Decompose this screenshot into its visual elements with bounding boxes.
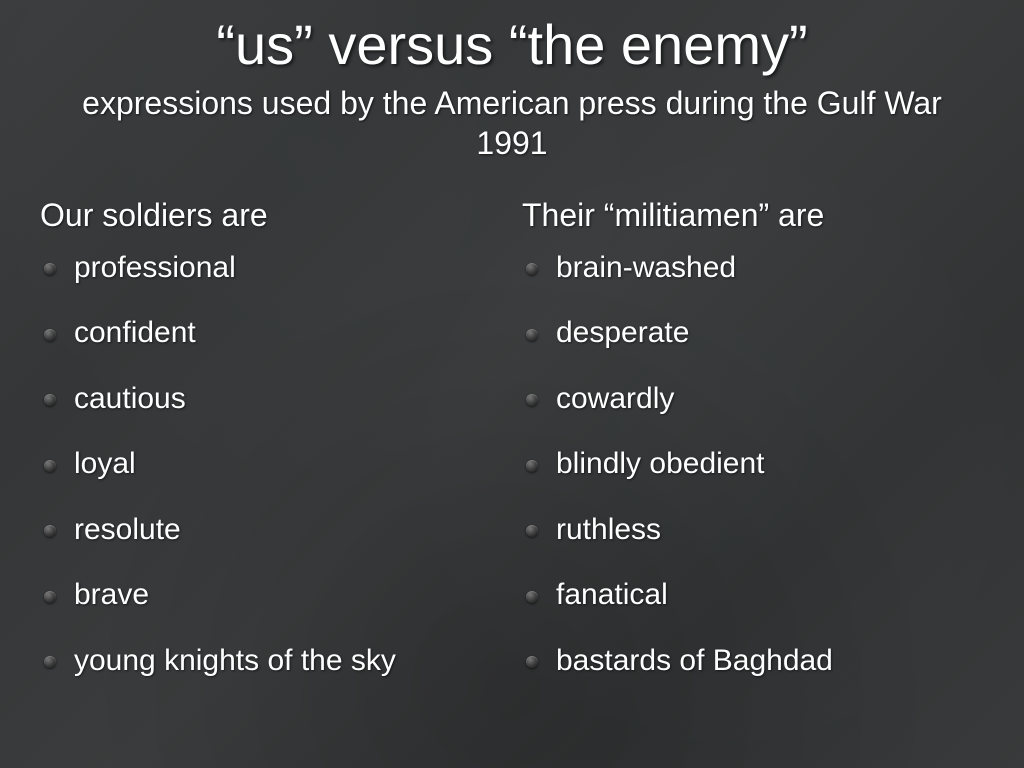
list-item-label: loyal [74, 447, 136, 480]
list-item: brave [40, 579, 512, 611]
list-item: loyal [40, 448, 512, 480]
list-item-label: young knights of the sky [74, 644, 396, 677]
list-item: fanatical [522, 579, 984, 611]
list-item-label: resolute [74, 513, 181, 546]
slide-subtitle: expressions used by the American press d… [52, 83, 972, 163]
list-item: bastards of Baghdad [522, 645, 984, 677]
bullet-icon [44, 525, 56, 537]
bullet-icon [44, 263, 56, 275]
list-item: resolute [40, 514, 512, 546]
list-item: cautious [40, 383, 512, 415]
column-our-soldiers: Our soldiers are professional confident … [40, 197, 512, 711]
slide-title: “us” versus “the enemy” [40, 10, 984, 75]
slide: “us” versus “the enemy” expressions used… [0, 0, 1024, 768]
bullet-icon [526, 591, 538, 603]
bullet-icon [44, 394, 56, 406]
list-item: confident [40, 317, 512, 349]
list-item: desperate [522, 317, 984, 349]
list-item: cowardly [522, 383, 984, 415]
bullet-icon [526, 656, 538, 668]
list-item-label: brain-washed [556, 251, 736, 284]
bullet-icon [526, 525, 538, 537]
list-item-label: cowardly [556, 382, 674, 415]
list-item-label: fanatical [556, 578, 668, 611]
list-item: ruthless [522, 514, 984, 546]
bullet-icon [44, 656, 56, 668]
column-header-right: Their “militiamen” are [522, 197, 984, 234]
list-item-label: cautious [74, 382, 186, 415]
list-item: professional [40, 252, 512, 284]
list-item: brain-washed [522, 252, 984, 284]
list-item-label: confident [74, 316, 196, 349]
list-item: blindly obedient [522, 448, 984, 480]
list-item-label: desperate [556, 316, 689, 349]
list-left: professional confident cautious loyal re… [40, 252, 512, 677]
bullet-icon [44, 460, 56, 472]
bullet-icon [44, 591, 56, 603]
bullet-icon [526, 394, 538, 406]
bullet-icon [44, 329, 56, 341]
list-right: brain-washed desperate cowardly blindly … [522, 252, 984, 677]
bullet-icon [526, 460, 538, 472]
column-header-left: Our soldiers are [40, 197, 512, 234]
columns-wrapper: Our soldiers are professional confident … [40, 197, 984, 711]
list-item: young knights of the sky [40, 645, 512, 677]
column-their-militiamen: Their “militiamen” are brain-washed desp… [512, 197, 984, 711]
list-item-label: professional [74, 251, 236, 284]
list-item-label: ruthless [556, 513, 661, 546]
list-item-label: blindly obedient [556, 447, 765, 480]
bullet-icon [526, 263, 538, 275]
list-item-label: bastards of Baghdad [556, 644, 833, 677]
list-item-label: brave [74, 578, 149, 611]
bullet-icon [526, 329, 538, 341]
